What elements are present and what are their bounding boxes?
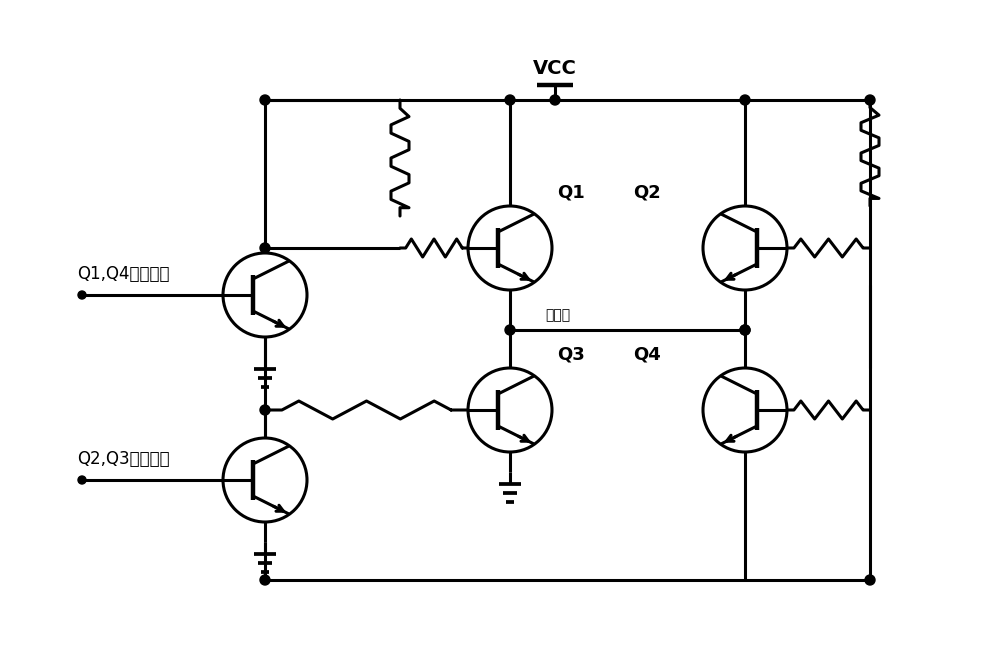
Circle shape — [260, 243, 270, 253]
Circle shape — [865, 575, 875, 585]
Circle shape — [740, 325, 750, 335]
Text: Q1: Q1 — [557, 183, 585, 201]
Circle shape — [505, 325, 515, 335]
Circle shape — [865, 95, 875, 105]
Circle shape — [78, 476, 86, 484]
Text: VCC: VCC — [533, 59, 577, 78]
Text: Q2: Q2 — [633, 183, 661, 201]
Text: Q3: Q3 — [557, 345, 585, 363]
Circle shape — [78, 291, 86, 299]
Circle shape — [260, 575, 270, 585]
Text: Q4: Q4 — [633, 345, 661, 363]
Circle shape — [260, 95, 270, 105]
Text: Q2,Q3控制信号: Q2,Q3控制信号 — [77, 450, 170, 468]
Circle shape — [550, 95, 560, 105]
Text: Q1,Q4控制信号: Q1,Q4控制信号 — [77, 265, 170, 283]
Circle shape — [505, 95, 515, 105]
Circle shape — [740, 325, 750, 335]
Text: 输出端: 输出端 — [545, 308, 570, 322]
Circle shape — [740, 95, 750, 105]
Circle shape — [260, 405, 270, 415]
